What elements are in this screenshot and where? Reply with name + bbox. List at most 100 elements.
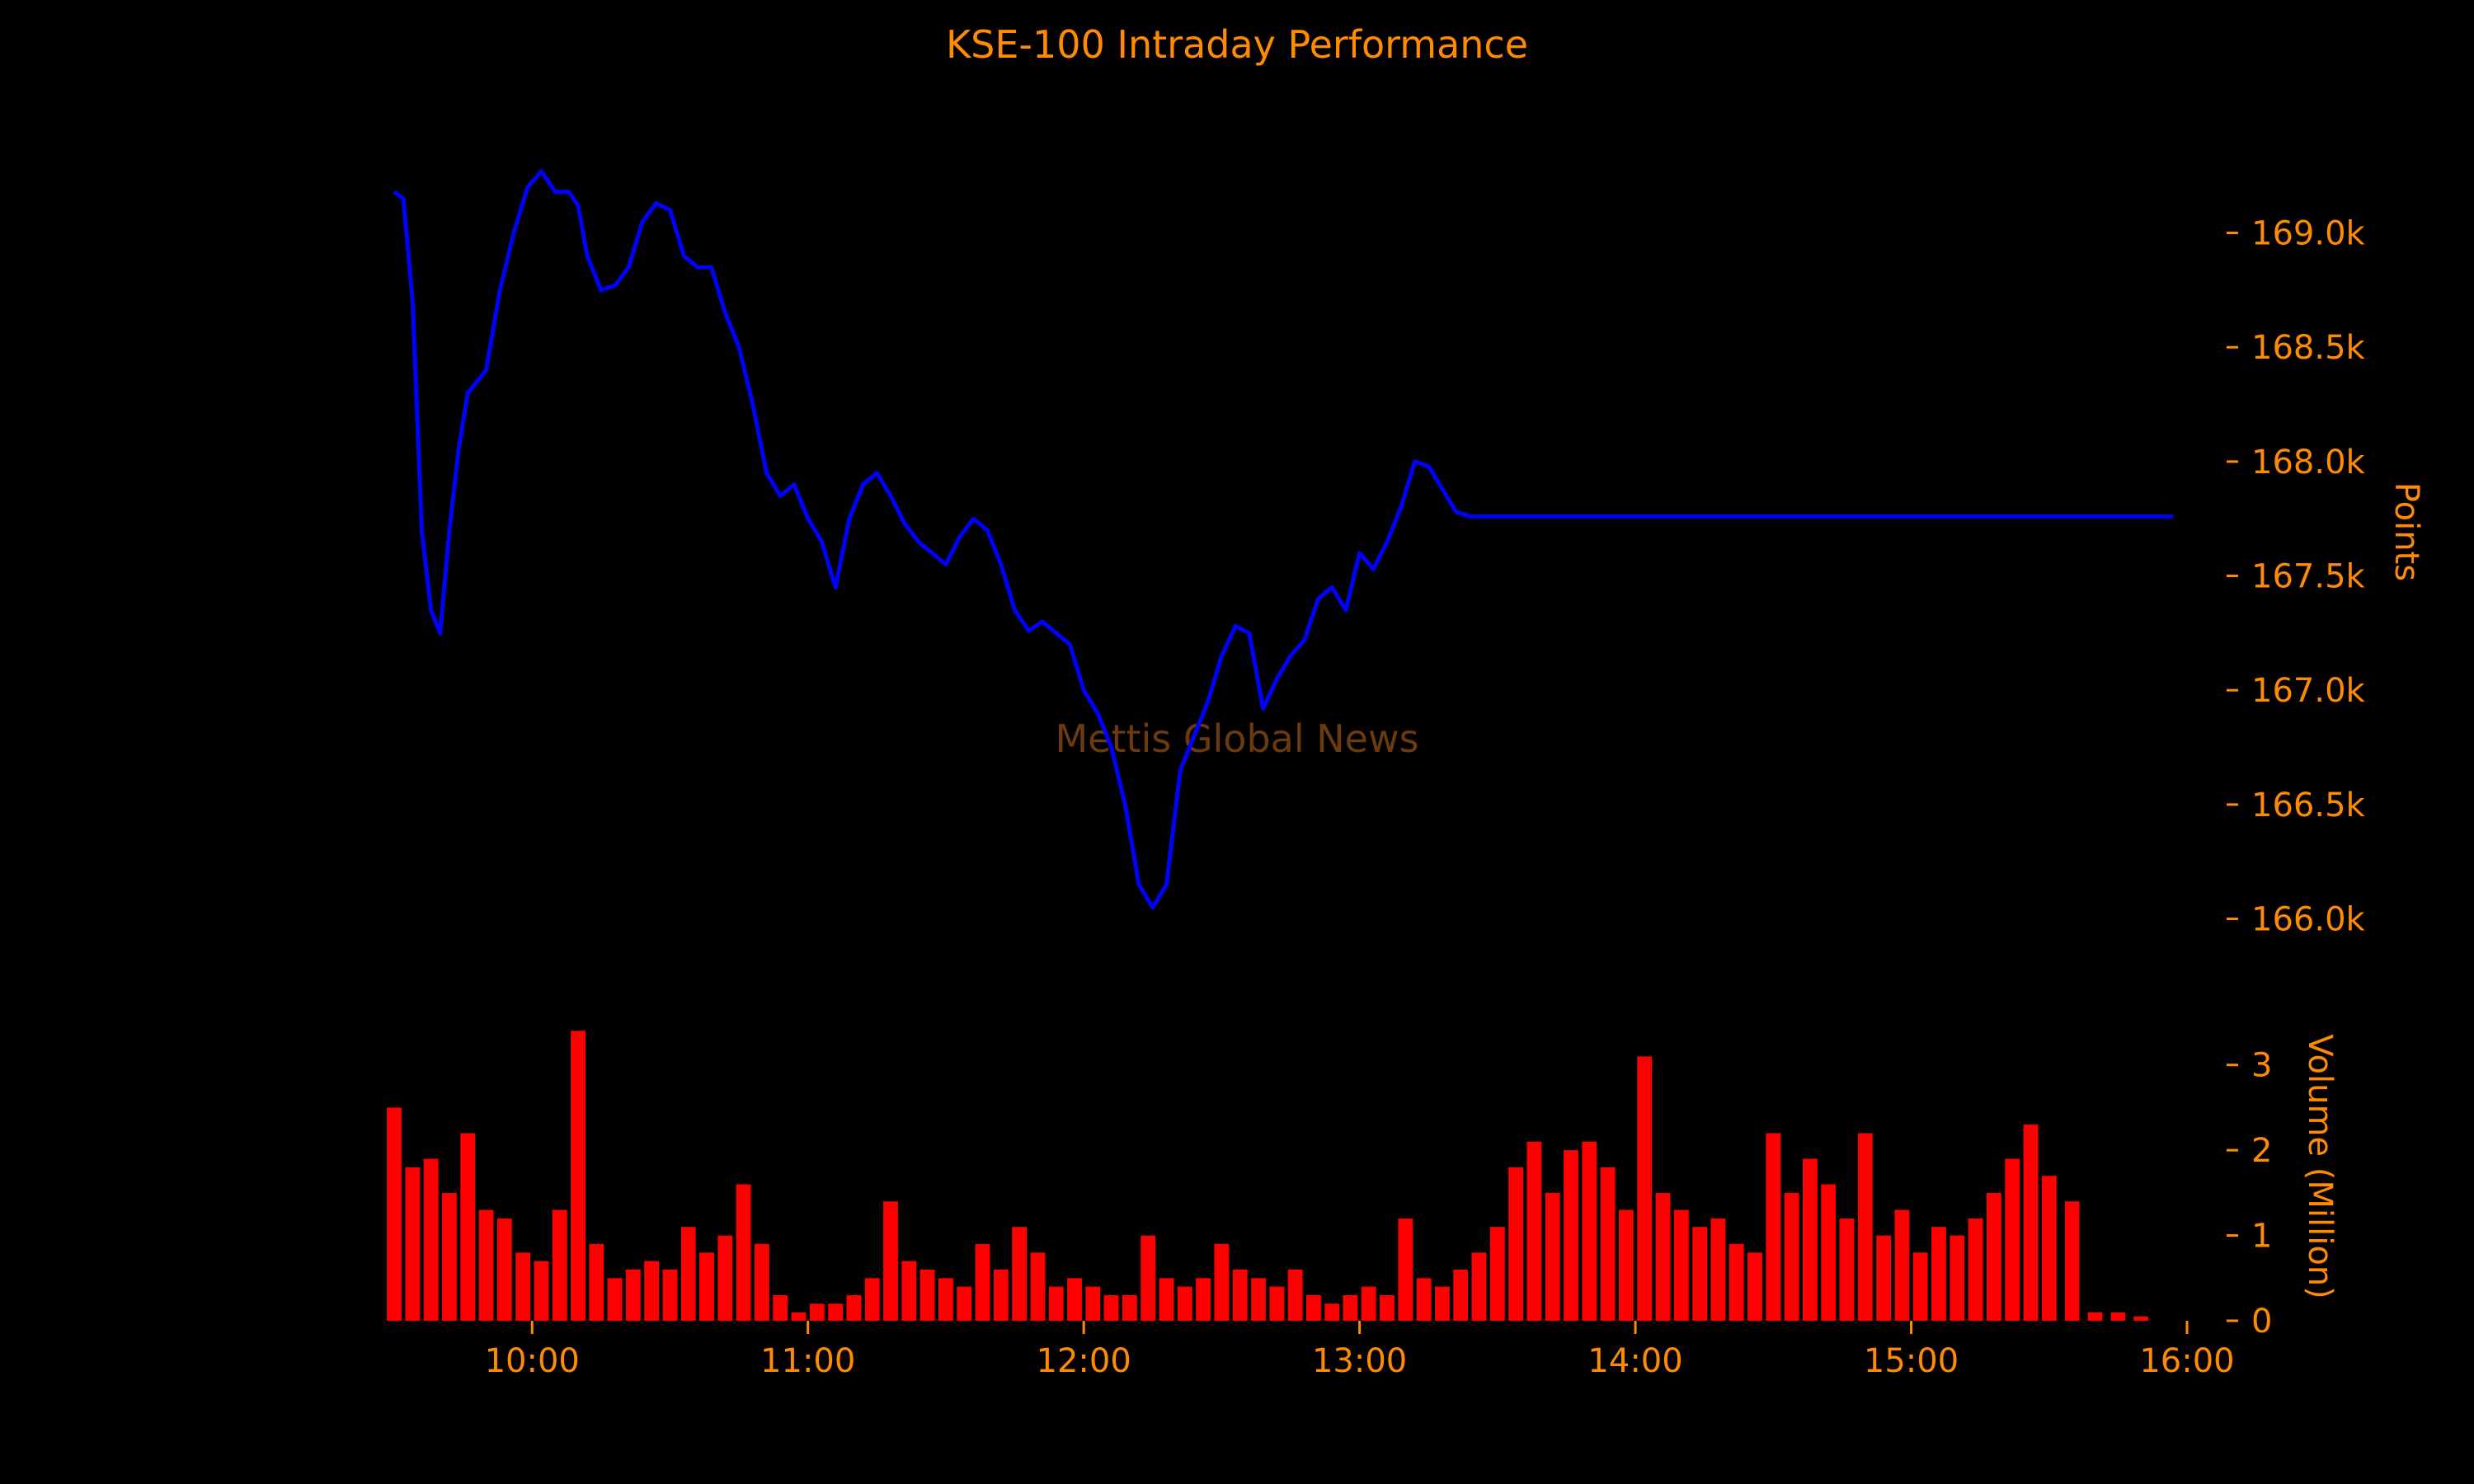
volume-bar <box>1894 1209 1910 1321</box>
volume-bar <box>1214 1243 1230 1321</box>
volume-bar <box>957 1286 972 1321</box>
volume-bar <box>1435 1286 1450 1321</box>
volume-bar <box>1564 1150 1578 1321</box>
price-tick-label: 167.5k <box>2251 558 2366 596</box>
volume-bar <box>607 1278 623 1321</box>
volume-bar <box>717 1235 733 1321</box>
volume-bar <box>1784 1192 1799 1321</box>
volume-tick-label: 1 <box>2251 1218 2272 1256</box>
volume-bar <box>405 1167 421 1321</box>
volume-bar <box>1048 1286 1064 1321</box>
volume-bar <box>883 1201 898 1321</box>
volume-bar <box>755 1243 769 1321</box>
chart-title: KSE-100 Intraday Performance <box>946 22 1528 67</box>
volume-plot <box>387 1031 2149 1321</box>
volume-bar <box>1232 1269 1248 1321</box>
price-tick-label: 168.0k <box>2251 444 2366 481</box>
volume-bar <box>901 1261 917 1321</box>
volume-bar <box>1306 1295 1321 1321</box>
volume-bar <box>1747 1252 1762 1321</box>
time-tick-label: 11:00 <box>760 1342 855 1380</box>
volume-bar <box>1655 1192 1671 1321</box>
volume-bar <box>1710 1218 1726 1321</box>
volume-bar <box>1012 1227 1027 1321</box>
time-tick-label: 12:00 <box>1037 1342 1131 1380</box>
time-axis: 10:00 11:00 12:00 13:00 14:00 15:00 16:00 <box>485 1321 2235 1380</box>
price-axis: 166.0k 166.5k 167.0k 167.5k 168.0k 168.5k 169.… <box>2227 215 2366 939</box>
price-tick-label: 166.0k <box>2251 901 2366 939</box>
price-tick-label: 168.5k <box>2251 329 2366 367</box>
volume-bar <box>571 1031 586 1321</box>
volume-tick-label: 2 <box>2251 1132 2272 1170</box>
volume-bar <box>680 1227 696 1321</box>
volume-bar <box>2110 1312 2126 1321</box>
volume-bar <box>1085 1286 1101 1321</box>
time-tick-label: 15:00 <box>1864 1342 1959 1380</box>
volume-bar <box>1489 1227 1505 1321</box>
volume-bar <box>1196 1278 1211 1321</box>
volume-bar <box>1582 1141 1597 1321</box>
volume-bar <box>1508 1167 1523 1321</box>
volume-bar <box>1287 1269 1303 1321</box>
volume-bar <box>478 1209 494 1321</box>
volume-bar <box>1968 1218 1983 1321</box>
volume-bar <box>1030 1252 1046 1321</box>
volume-bar <box>589 1243 604 1321</box>
volume-bar <box>387 1107 402 1321</box>
volume-bar <box>1931 1227 1946 1321</box>
volume-bar <box>864 1278 880 1321</box>
volume-tick-label: 3 <box>2251 1047 2272 1085</box>
volume-bar <box>920 1269 935 1321</box>
volume-bar <box>1269 1286 1285 1321</box>
volume-bar <box>1380 1295 1395 1321</box>
watermark-text: Mettis Global News <box>1055 716 1418 761</box>
volume-tick-label: 0 <box>2251 1303 2272 1341</box>
volume-bar <box>1987 1192 2001 1321</box>
volume-bar <box>828 1303 843 1321</box>
volume-bar <box>975 1243 990 1321</box>
volume-bar <box>1912 1252 1928 1321</box>
volume-bar <box>1141 1235 1156 1321</box>
volume-bar <box>534 1261 549 1321</box>
volume-bar <box>2005 1158 2020 1321</box>
volume-bar <box>552 1209 567 1321</box>
time-tick-label: 13:00 <box>1312 1342 1407 1380</box>
volume-bar <box>625 1269 641 1321</box>
volume-bar <box>2087 1312 2103 1321</box>
volume-bar <box>1950 1235 1965 1321</box>
volume-bar <box>423 1158 439 1321</box>
time-tick-label: 16:00 <box>2139 1342 2234 1380</box>
volume-bar <box>846 1295 862 1321</box>
price-tick-label: 169.0k <box>2251 215 2366 253</box>
volume-bar <box>1398 1218 1413 1321</box>
volume-bar <box>1067 1278 1082 1321</box>
volume-bar <box>791 1312 807 1321</box>
volume-bar <box>809 1303 825 1321</box>
volume-axis-label: Volume (Million) <box>2301 1034 2339 1298</box>
volume-bar <box>773 1295 788 1321</box>
volume-bar <box>1251 1278 1266 1321</box>
volume-bar <box>938 1278 953 1321</box>
volume-bar <box>1526 1141 1542 1321</box>
price-tick-label: 167.0k <box>2251 672 2366 710</box>
volume-bar <box>2023 1125 2039 1321</box>
price-axis-label: Points <box>2387 482 2425 581</box>
volume-bar <box>1857 1133 1873 1321</box>
volume-bar <box>1361 1286 1376 1321</box>
time-tick-label: 14:00 <box>1587 1342 1682 1380</box>
volume-bar <box>2133 1316 2149 1321</box>
volume-bar <box>1619 1209 1634 1321</box>
volume-bar <box>1673 1209 1689 1321</box>
volume-bar <box>1343 1295 1358 1321</box>
volume-bar <box>1766 1133 1781 1321</box>
volume-bar <box>442 1192 457 1321</box>
volume-bar <box>1471 1252 1487 1321</box>
volume-bar <box>993 1269 1009 1321</box>
volume-bar <box>1803 1158 1818 1321</box>
volume-bar <box>699 1252 714 1321</box>
price-plot <box>393 169 2174 910</box>
volume-bar <box>1600 1167 1616 1321</box>
volume-bar <box>1637 1056 1653 1321</box>
volume-bar <box>644 1261 659 1321</box>
